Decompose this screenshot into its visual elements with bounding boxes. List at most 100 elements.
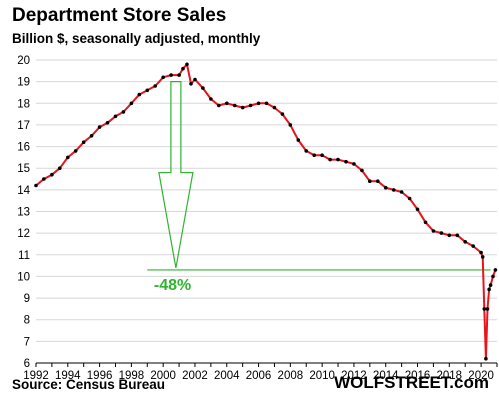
data-point bbox=[320, 153, 324, 157]
data-point bbox=[304, 149, 309, 153]
y-tick-label: 18 bbox=[17, 98, 30, 110]
data-point bbox=[42, 177, 46, 181]
data-point bbox=[58, 166, 62, 170]
data-point bbox=[296, 138, 301, 142]
data-point bbox=[488, 283, 493, 287]
data-point bbox=[169, 73, 173, 77]
data-point bbox=[217, 103, 221, 108]
data-point bbox=[153, 84, 157, 88]
data-point bbox=[97, 125, 102, 129]
x-tick-label: 2012 bbox=[341, 370, 367, 382]
data-point bbox=[193, 77, 197, 82]
data-point bbox=[201, 86, 205, 90]
y-tick-label: 14 bbox=[17, 185, 30, 197]
data-point bbox=[447, 233, 452, 238]
data-point bbox=[487, 287, 491, 292]
y-tick-label: 20 bbox=[17, 55, 30, 67]
data-point bbox=[256, 101, 261, 106]
data-point bbox=[360, 168, 364, 173]
x-tick-label: 2020 bbox=[468, 370, 494, 382]
data-point bbox=[240, 105, 245, 110]
y-tick-label: 15 bbox=[17, 163, 30, 175]
y-tick-label: 8 bbox=[24, 315, 30, 327]
data-point bbox=[232, 103, 237, 108]
data-point bbox=[129, 101, 134, 106]
x-tick-label: 2000 bbox=[150, 370, 176, 382]
x-tick-label: 2008 bbox=[278, 370, 304, 382]
data-point bbox=[185, 62, 189, 67]
data-point bbox=[344, 159, 348, 164]
y-tick-label: 10 bbox=[17, 271, 30, 283]
data-point bbox=[280, 112, 285, 116]
data-point bbox=[484, 356, 488, 361]
data-point bbox=[34, 183, 38, 188]
data-point bbox=[415, 207, 420, 212]
source-label: Source: Census Bureau bbox=[12, 377, 166, 392]
x-tick-label: 2014 bbox=[373, 370, 399, 382]
data-point bbox=[288, 123, 293, 127]
data-point bbox=[431, 229, 436, 233]
decline-label: -48% bbox=[154, 277, 191, 294]
data-point bbox=[480, 255, 485, 259]
data-point bbox=[272, 105, 277, 110]
data-point bbox=[73, 149, 78, 153]
data-point bbox=[439, 231, 444, 235]
data-point bbox=[161, 75, 165, 80]
chart-title: Department Store Sales bbox=[12, 5, 227, 26]
data-point bbox=[491, 274, 495, 279]
x-tick-label: 2018 bbox=[437, 370, 463, 382]
y-tick-label: 11 bbox=[18, 250, 30, 262]
data-point bbox=[463, 240, 468, 244]
x-tick-label: 2006 bbox=[246, 370, 272, 382]
data-point bbox=[482, 307, 487, 311]
y-tick-label: 7 bbox=[24, 336, 30, 348]
data-point bbox=[376, 179, 380, 183]
data-point bbox=[105, 121, 110, 125]
data-point bbox=[89, 134, 94, 138]
data-point bbox=[177, 73, 181, 77]
data-point bbox=[493, 268, 498, 272]
x-tick-label: 1994 bbox=[55, 370, 81, 382]
data-point bbox=[189, 82, 193, 86]
data-point bbox=[209, 97, 213, 101]
data-point bbox=[368, 179, 372, 183]
data-point bbox=[264, 101, 269, 106]
data-point bbox=[137, 92, 142, 97]
data-point bbox=[328, 157, 332, 162]
data-point bbox=[145, 88, 150, 93]
x-tick-label: 2002 bbox=[182, 370, 208, 382]
data-point bbox=[181, 66, 185, 71]
y-tick-label: 13 bbox=[17, 207, 30, 219]
data-point bbox=[479, 250, 483, 255]
x-tick-label: 2010 bbox=[309, 370, 335, 382]
data-point bbox=[383, 185, 388, 190]
down-arrow-icon bbox=[158, 81, 194, 269]
x-tick-label: 2016 bbox=[405, 370, 431, 382]
data-point bbox=[399, 190, 404, 194]
data-point bbox=[312, 153, 317, 157]
y-tick-label: 9 bbox=[24, 293, 30, 305]
data-point bbox=[407, 196, 412, 201]
data-point bbox=[423, 220, 428, 225]
data-point bbox=[455, 233, 460, 238]
y-tick-label: 12 bbox=[17, 228, 30, 240]
y-tick-label: 19 bbox=[17, 77, 30, 89]
data-point bbox=[225, 101, 229, 106]
x-tick-label: 1998 bbox=[119, 370, 145, 382]
x-tick-label: 1992 bbox=[23, 370, 49, 382]
data-point bbox=[471, 244, 476, 248]
data-point bbox=[121, 110, 126, 114]
data-point bbox=[485, 307, 490, 311]
data-point bbox=[352, 162, 356, 166]
data-point bbox=[248, 103, 253, 108]
data-point bbox=[50, 172, 54, 177]
data-point bbox=[81, 140, 86, 144]
x-tick-label: 1996 bbox=[87, 370, 113, 382]
data-point bbox=[336, 157, 340, 162]
brand-label: WOLFSTREET.com bbox=[334, 373, 489, 392]
y-tick-label: 17 bbox=[17, 120, 30, 132]
data-point bbox=[66, 155, 70, 160]
y-tick-label: 16 bbox=[17, 142, 30, 154]
chart-subtitle: Billion $, seasonally adjusted, monthly bbox=[12, 31, 261, 46]
